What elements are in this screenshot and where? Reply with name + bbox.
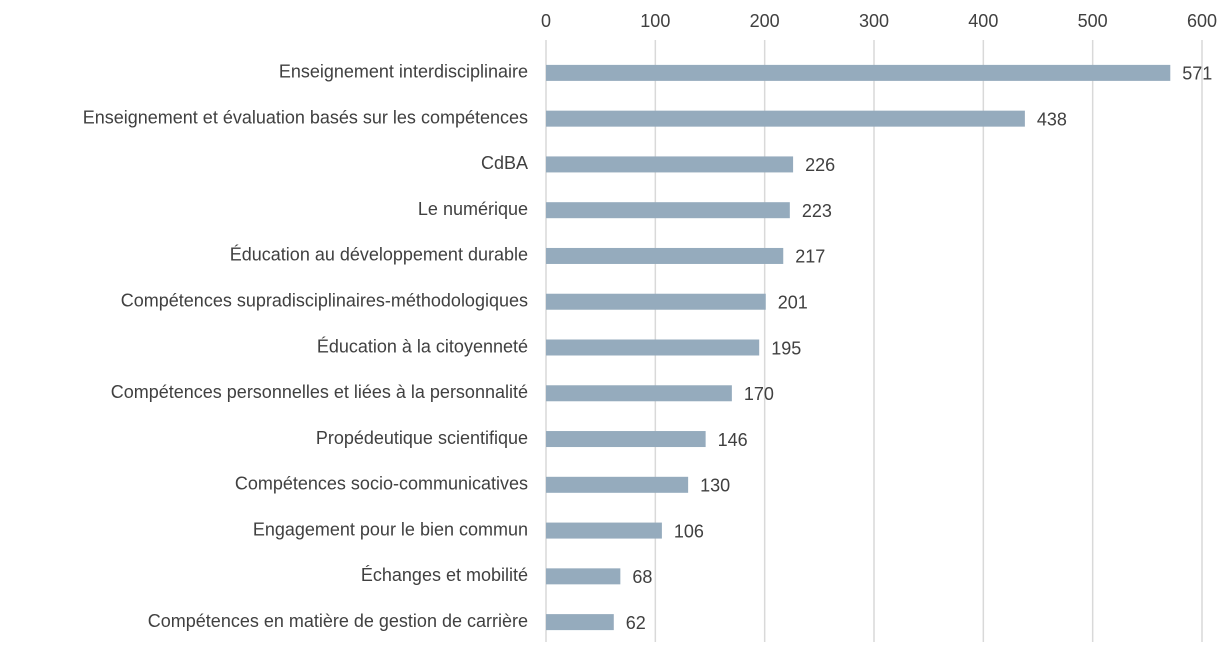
data-label: 130	[700, 476, 730, 496]
bar	[546, 64, 1171, 81]
data-label: 195	[771, 338, 801, 358]
x-tick-label: 600	[1187, 11, 1217, 31]
data-label: 106	[674, 521, 704, 541]
bar	[546, 568, 621, 585]
x-tick-label: 300	[859, 11, 889, 31]
data-label: 68	[632, 567, 652, 587]
y-tick-label: Échanges et mobilité	[361, 565, 528, 585]
data-label: 438	[1037, 109, 1067, 129]
y-tick-label: Le numérique	[418, 199, 528, 219]
x-tick-label: 0	[541, 11, 551, 31]
data-label: 223	[802, 201, 832, 221]
bar	[546, 110, 1025, 127]
bar	[546, 522, 662, 539]
y-tick-label: CdBA	[481, 153, 528, 173]
bar	[546, 385, 732, 402]
data-label: 201	[778, 292, 808, 312]
y-tick-label: Éducation à la citoyenneté	[317, 336, 528, 356]
y-tick-label: Enseignement interdisciplinaire	[279, 62, 528, 82]
y-tick-label: Engagement pour le bien commun	[253, 519, 528, 539]
data-label: 217	[795, 247, 825, 267]
bar	[546, 614, 614, 631]
data-label: 226	[805, 155, 835, 175]
data-label: 146	[718, 430, 748, 450]
y-tick-label: Compétences personnelles et liées à la p…	[111, 382, 528, 402]
x-tick-label: 500	[1078, 11, 1108, 31]
bar	[546, 202, 790, 219]
y-tick-label: Propédeutique scientifique	[316, 428, 528, 448]
bar	[546, 247, 784, 264]
y-tick-label: Enseignement et évaluation basés sur les…	[83, 107, 528, 127]
data-label: 170	[744, 384, 774, 404]
bar	[546, 431, 706, 448]
x-tick-label: 400	[968, 11, 998, 31]
bar	[546, 476, 689, 493]
y-tick-label: Compétences en matière de gestion de car…	[148, 611, 528, 631]
y-tick-label: Éducation au développement durable	[230, 245, 528, 265]
y-tick-label: Compétences socio-communicatives	[235, 474, 528, 494]
bar	[546, 293, 766, 310]
bar	[546, 339, 760, 356]
data-label: 571	[1182, 64, 1212, 84]
x-tick-label: 200	[750, 11, 780, 31]
x-tick-label: 100	[640, 11, 670, 31]
bar	[546, 156, 794, 173]
data-label: 62	[626, 613, 646, 633]
y-tick-label: Compétences supradisciplinaires-méthodol…	[121, 290, 528, 310]
